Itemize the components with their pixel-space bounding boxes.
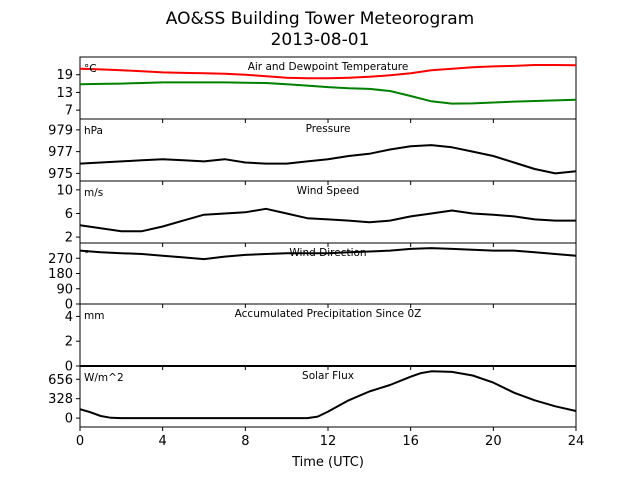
- series-line-1: [79, 370, 577, 420]
- y-tick-label: 0: [65, 298, 73, 313]
- x-tick-label: 24: [568, 434, 585, 449]
- x-tick-label: 0: [76, 434, 84, 449]
- y-tick-label: 13: [56, 86, 73, 101]
- y-tick-label: 19: [56, 68, 73, 83]
- panel-3: 2 6 10 Wind Speed m/s: [56, 180, 577, 247]
- panel-unit-label: hPa: [84, 125, 103, 137]
- panel-title: Accumulated Precipitation Since 0Z: [235, 308, 422, 320]
- panel-5: 0 2 4 Accumulated Precipitation Since 0Z mm: [65, 303, 577, 375]
- figure-title: AO&SS Building Tower Meteorogram: [166, 9, 474, 29]
- y-tick-label: 10: [56, 183, 73, 198]
- panel-unit-label: m/s: [84, 187, 103, 199]
- series-line-1: [79, 247, 577, 261]
- y-tick-label: 7: [65, 104, 73, 119]
- y-tick-label: 2: [65, 231, 73, 246]
- y-tick-label: 6: [65, 207, 73, 222]
- series-line-2: [79, 81, 577, 105]
- x-tick-label: 4: [159, 434, 167, 449]
- y-tick-label: 975: [48, 167, 73, 182]
- panel-unit-label: W/m^2: [84, 372, 124, 384]
- figure-subtitle: 2013-08-01: [271, 30, 370, 50]
- panel-1: 7 13 19 Air and Dewpoint Temperature °C: [56, 56, 577, 123]
- x-tick-label: 8: [241, 434, 249, 449]
- y-tick-label: 90: [56, 282, 73, 297]
- x-axis-label: Time (UTC): [291, 455, 364, 470]
- y-tick-label: 0: [65, 412, 73, 427]
- y-tick-label: 979: [48, 123, 73, 138]
- panel-unit-label: °: [84, 249, 89, 261]
- x-axis: 0 4 8 12 16 20 24: [76, 434, 584, 449]
- panel-unit-label: °C: [84, 63, 97, 75]
- x-tick-label: 12: [320, 434, 337, 449]
- series-line-1: [79, 207, 576, 233]
- y-tick-label: 977: [48, 145, 73, 160]
- y-tick-label: 180: [48, 267, 73, 282]
- y-tick-label: 0: [65, 360, 73, 375]
- panel-title: Air and Dewpoint Temperature: [248, 61, 409, 73]
- panel-title: Wind Direction: [289, 247, 366, 259]
- series-line-1: [79, 144, 577, 175]
- panel-2: 975 977 979 Pressure hPa: [48, 118, 577, 185]
- panel-title: Pressure: [306, 123, 351, 135]
- x-tick-label: 16: [402, 434, 419, 449]
- x-tick-label: 20: [485, 434, 502, 449]
- y-tick-label: 270: [48, 252, 73, 267]
- series-line-1: [79, 64, 577, 80]
- y-tick-label: 328: [48, 392, 73, 407]
- panel-6: 0 328 656 Solar Flux W/m^2: [48, 365, 577, 431]
- panel-title: Solar Flux: [302, 370, 354, 382]
- y-tick-label: 656: [48, 373, 73, 388]
- y-tick-label: 4: [65, 310, 73, 325]
- panel-title: Wind Speed: [297, 185, 360, 197]
- y-tick-label: 2: [65, 335, 73, 350]
- panel-unit-label: mm: [84, 310, 104, 322]
